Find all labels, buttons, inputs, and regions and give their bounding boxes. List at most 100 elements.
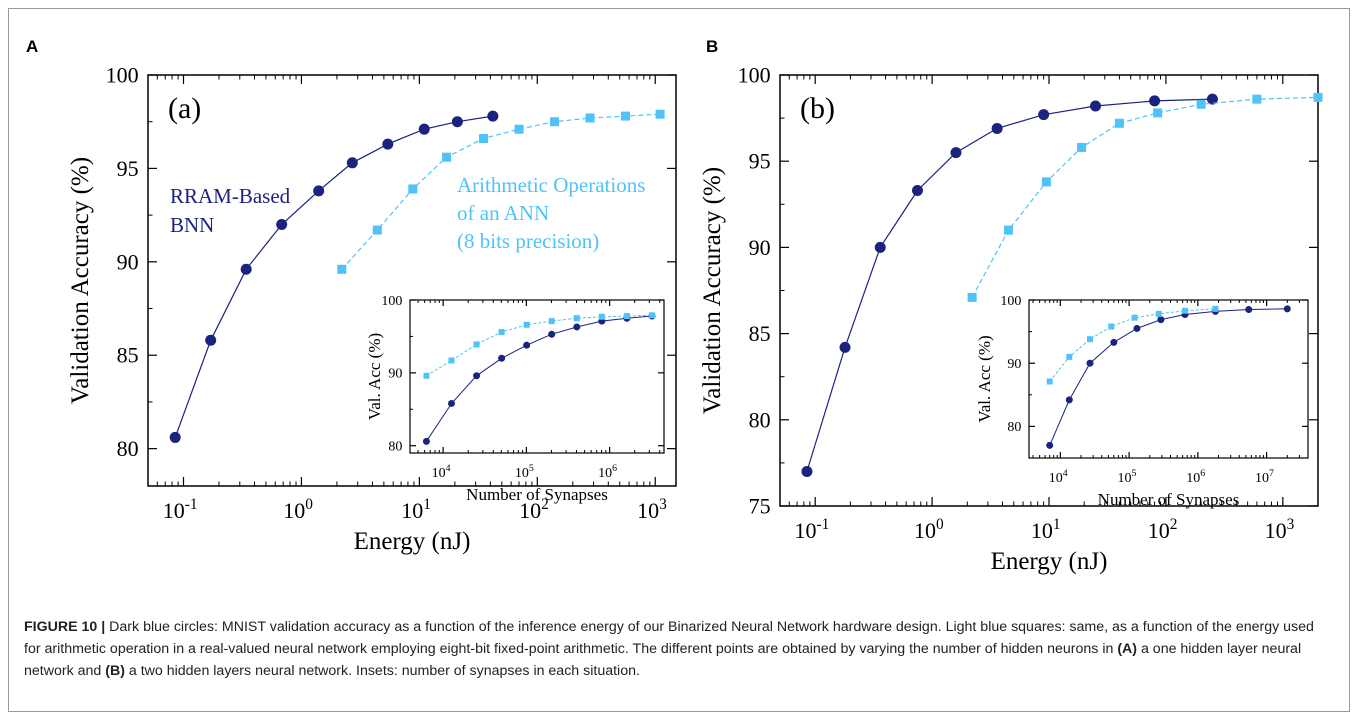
panel-b-inset-point-light <box>1087 336 1094 343</box>
panel-a-main-point-dark <box>276 218 288 230</box>
panel-a-inset-point-light <box>598 313 605 320</box>
panel-a-main-xtick-label: 100 <box>283 496 313 523</box>
panel-b-inset-xaxis-label: Number of Synapses <box>1098 490 1240 509</box>
panel-b-main-point-dark <box>874 241 886 253</box>
panel-a-inset-point-dark <box>548 330 556 338</box>
panel-a-inset-yaxis-label: Val. Acc (%) <box>365 333 384 420</box>
panel-b-inset-point-light <box>1108 323 1115 330</box>
panel-a-inset-point-dark <box>447 399 455 407</box>
panel-a-main-point-light <box>372 225 382 235</box>
panel-b-main-ytick-label: 80 <box>749 407 771 432</box>
panel-b-main-xtick-label: 10-1 <box>794 516 829 543</box>
panel-b-main-plot: 75 80 85 90 95 100 10-1 100 101 102 103 Energy (nJ)… <box>699 62 1323 575</box>
panel-b-inset-series-dark-line <box>1049 308 1288 446</box>
panel-a-tag: (a) <box>168 92 201 125</box>
panel-a-main-point-dark <box>451 116 463 128</box>
panel-a-inset-point-light <box>623 313 630 320</box>
light-series-label-line1: Arithmetic Operations <box>457 173 645 197</box>
panel-b-inset-point-dark <box>1065 396 1073 404</box>
panel-b-main-ytick-label: 100 <box>738 62 771 87</box>
panel-a-inset-ytick-label: 90 <box>388 367 402 382</box>
panel-a-inset-point-dark <box>523 341 531 349</box>
panel-b-main-point-light <box>1153 108 1163 118</box>
panel-b-main-point-light <box>1252 94 1262 104</box>
panel-a-inset-ytick-label: 100 <box>381 294 402 309</box>
panel-a-main-point-light <box>514 124 524 134</box>
figure-frame <box>8 8 1350 712</box>
panel-a-main-ytick-label: 100 <box>106 62 139 87</box>
panel-b-main-point-light <box>1077 142 1087 152</box>
panel-b-inset-point-dark <box>1086 359 1094 367</box>
panel-b-inset-plot: 80 90 100 104 105 106 107 Number of Synapses Val… <box>975 294 1309 509</box>
panel-b-tag: (b) <box>800 92 835 125</box>
panel-a-inset-point-light <box>548 318 555 325</box>
panel-b-inset-xtick-label: 107 <box>1255 468 1274 486</box>
panel-b-main-xtick-label: 101 <box>1031 516 1061 543</box>
panel-a-main-ytick-label: 80 <box>117 436 139 461</box>
panel-a-inset-series-light-line <box>426 314 653 377</box>
panel-b-inset-point-dark <box>1283 305 1291 313</box>
panel-a-main-point-light <box>408 184 418 194</box>
panel-a-inset-point-dark <box>422 437 430 445</box>
panel-b-inset-axes-frame <box>1028 299 1309 459</box>
panel-a-main-point-dark <box>346 157 358 169</box>
panel-b-inset-ytick-label: 90 <box>1007 357 1021 372</box>
figure-canvas: A 80 85 90 95 100 10-1 100 101 102 103 Energy (nJ)… <box>26 37 1323 575</box>
light-series-label-line2: of an ANN <box>457 201 549 225</box>
panel-a-inset-point-light <box>498 329 505 336</box>
panel-a-inset-xtick-label: 104 <box>432 463 451 481</box>
panel-a-main-point-light <box>655 109 665 119</box>
panel-b-main-ytick-label: 90 <box>749 235 771 260</box>
panel-b-main-point-light <box>1041 177 1051 187</box>
panel-b-inset-yaxis-label: Val. Acc (%) <box>975 335 994 422</box>
panel-b-inset-point-light <box>1212 305 1219 312</box>
panel-b-main-point-light <box>1114 118 1124 128</box>
panel-b-inset-plot-bg <box>1029 300 1308 458</box>
panel-b-main-point-dark <box>801 466 813 478</box>
panel-a-inset-plot-bg <box>410 300 664 453</box>
panel-a-main-point-light <box>585 113 595 123</box>
panel-a-main-axes-frame <box>147 74 677 487</box>
panel-b-main-ytick-label: 75 <box>749 493 771 518</box>
panel-a-main-yaxis-label: Validation Accuracy (%) <box>67 157 94 404</box>
panel-b-main-yaxis-label: Validation Accuracy (%) <box>699 167 726 414</box>
panel-b-main-xtick-label: 102 <box>1148 516 1178 543</box>
panel-b-main-point-light <box>967 292 977 302</box>
panel-b-inset-point-dark <box>1046 441 1054 449</box>
panel-a-inset-point-light <box>648 312 655 319</box>
panel-b-main-point-dark <box>991 122 1003 134</box>
panel-b-main-series-light-line <box>971 96 1319 298</box>
panel-a-main-ytick-label: 85 <box>117 343 139 368</box>
caption-text-1: Dark blue circles: MNIST validation accu… <box>24 619 1314 657</box>
panel-a-inset-point-dark <box>573 323 581 331</box>
panel-a-main-point-light <box>337 264 347 274</box>
panel-b-main-xtick-label: 100 <box>914 516 944 543</box>
panel-b-inset-point-dark <box>1157 316 1165 324</box>
panel-a-main-series-light-line <box>341 113 661 270</box>
panel-a-inset-axes-frame <box>409 299 665 454</box>
panel-b-inset-point-light <box>1155 310 1162 317</box>
panel-a-inset-point-light <box>423 372 430 379</box>
panel-b-inset-point-light <box>1131 314 1138 321</box>
light-series-label-line3: (8 bits precision) <box>457 229 599 253</box>
panel-a-main-point-dark <box>382 138 394 150</box>
panel-a-main-point-light <box>621 111 631 121</box>
panel-b-main-point-dark <box>1038 109 1050 121</box>
panel-b-inset-ytick-label: 80 <box>1007 420 1021 435</box>
panel-b-inset-xtick-label: 104 <box>1049 468 1068 486</box>
panel-b-main-series-dark-line <box>806 98 1213 472</box>
panel-b-main-xaxis-label: Energy (nJ) <box>991 548 1108 575</box>
panel-b-inset-point-light <box>1046 378 1053 385</box>
panel-b-main-point-light <box>1003 225 1013 235</box>
panel-letter-b: B <box>706 37 718 56</box>
panel-b-main-point-dark <box>839 341 851 353</box>
panel-a-main-point-light <box>550 117 560 127</box>
panel-a-main-ytick-label: 90 <box>117 249 139 274</box>
panel-a-inset-xaxis-label: Number of Synapses <box>466 485 608 504</box>
panel-a-main-point-light <box>442 152 452 162</box>
panel-a-inset-ytick-label: 80 <box>388 439 402 454</box>
panel-b-main-point-light <box>1196 99 1206 109</box>
panel-a-inset-point-light <box>523 321 530 328</box>
panel-a-main-point-dark <box>313 185 325 197</box>
panel-a-main-xtick-label: 101 <box>401 496 431 523</box>
